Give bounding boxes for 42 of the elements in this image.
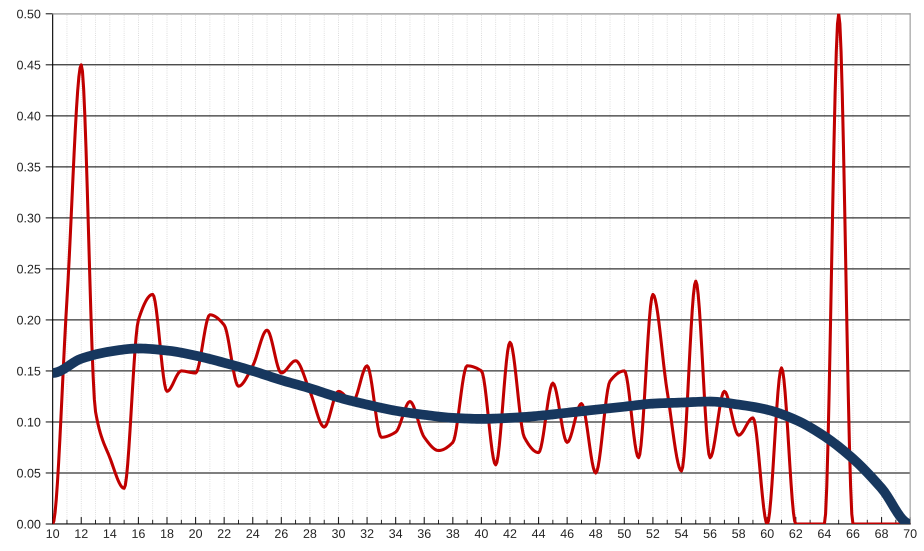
x-tick-label: 60 [760, 529, 774, 538]
x-tick-label: 64 [818, 529, 831, 538]
x-tick-label: 10 [46, 529, 60, 538]
x-tick-label: 46 [560, 529, 574, 538]
y-tick-label: 0.10 [17, 418, 40, 427]
x-tick-label: 56 [704, 529, 716, 538]
y-tick-label: 0.20 [17, 316, 40, 325]
y-tick-label: 0.00 [17, 520, 40, 529]
x-tick-label: 20 [189, 529, 202, 538]
y-tick-label: 0.45 [17, 60, 40, 70]
x-tick-label: 54 [675, 529, 688, 538]
x-tick-label: 24 [246, 529, 260, 538]
y-tick-label: 0.30 [17, 214, 40, 223]
x-tick-label: 16 [132, 529, 145, 538]
x-tick-label: 58 [732, 529, 746, 538]
x-tick-label: 12 [75, 529, 88, 538]
x-tick-label: 34 [389, 529, 402, 538]
y-tick-label: 0.25 [17, 264, 40, 274]
x-tick-label: 52 [646, 529, 660, 538]
x-tick-label: 26 [275, 529, 288, 538]
x-tick-label: 28 [304, 529, 316, 538]
x-tick-label: 40 [474, 529, 488, 538]
x-tick-label: 50 [618, 529, 631, 538]
x-tick-label: 38 [446, 529, 460, 538]
x-tick-label: 18 [161, 529, 174, 538]
x-tick-label: 30 [332, 529, 345, 538]
x-tick-label: 48 [589, 529, 602, 538]
x-tick-label: 14 [104, 529, 116, 538]
x-tick-label: 68 [875, 529, 888, 538]
y-tick-label: 0.40 [17, 112, 40, 120]
x-tick-label: 36 [418, 529, 431, 538]
y-tick-label: 0.15 [17, 366, 40, 376]
x-tick-label: 32 [360, 529, 374, 538]
x-tick-label: 62 [789, 529, 802, 538]
y-tick-label: 0.05 [17, 468, 40, 478]
x-tick-label: 42 [503, 529, 516, 538]
y-tick-label: 0.50 [17, 10, 40, 18]
x-tick-label: 22 [218, 529, 230, 538]
x-tick-label: 66 [846, 529, 860, 538]
x-tick-label: 70 [904, 529, 917, 538]
y-tick-label: 0.35 [17, 162, 40, 172]
x-tick-label: 44 [532, 529, 546, 538]
